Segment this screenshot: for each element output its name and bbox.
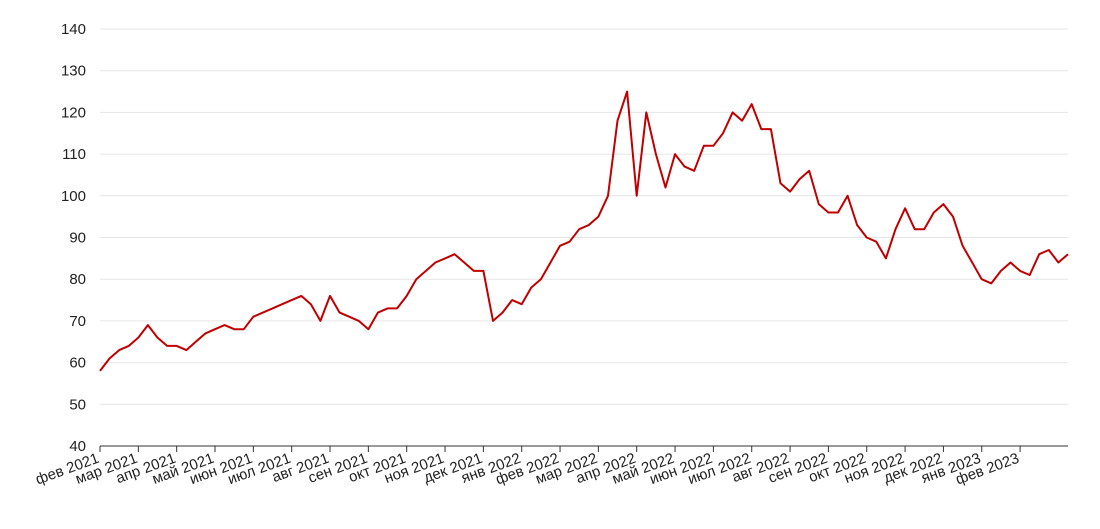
y-tick-label: 90 [69, 230, 86, 247]
y-tick-label: 80 [69, 271, 86, 288]
y-tick-label: 100 [61, 188, 86, 205]
y-tick-label: 60 [69, 355, 86, 372]
y-tick-label: 50 [69, 396, 86, 413]
y-tick-label: 70 [69, 313, 86, 330]
line [99, 90, 1069, 372]
y-tick-label: 140 [61, 21, 86, 38]
y-tick-label: 130 [61, 63, 86, 80]
y-tick-label: 120 [61, 104, 86, 121]
y-tick-label: 110 [62, 146, 86, 163]
y-tick-label: 40 [69, 438, 86, 455]
